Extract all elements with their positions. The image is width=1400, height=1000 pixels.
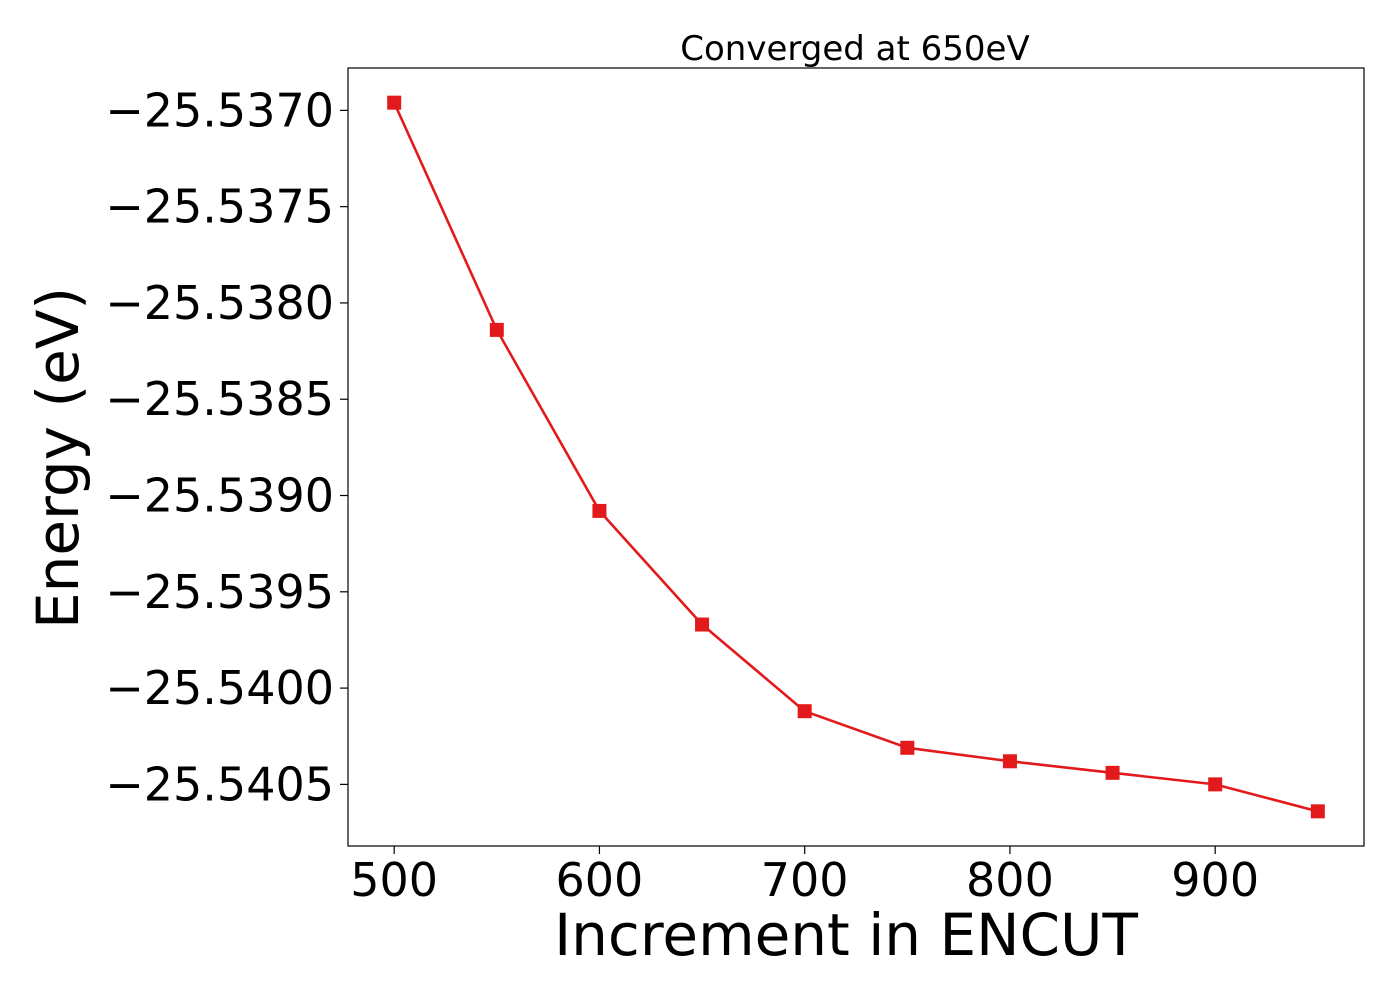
- data-point-marker: [695, 617, 710, 632]
- y-tick-label: −25.5380: [105, 276, 334, 330]
- data-point-marker: [797, 704, 812, 719]
- x-tick-label: 500: [350, 853, 438, 907]
- data-point-marker: [1310, 804, 1325, 819]
- series-layer: [387, 95, 1325, 819]
- data-point-marker: [1208, 777, 1223, 792]
- y-tick-label: −25.5375: [105, 180, 334, 234]
- data-point-marker: [1105, 765, 1120, 780]
- y-tick-label: −25.5370: [105, 83, 334, 137]
- x-tick-label: 700: [761, 853, 849, 907]
- chart-title: Converged at 650eV: [680, 29, 1029, 69]
- series-line: [392, 102, 1319, 813]
- y-tick-label: −25.5405: [105, 757, 334, 811]
- plot-frame: [347, 67, 1365, 847]
- x-tick-label: 600: [556, 853, 644, 907]
- y-axis-label: Energy (eV): [24, 287, 92, 629]
- data-point-marker: [1002, 754, 1017, 769]
- x-tick-label: 900: [1171, 853, 1259, 907]
- data-point-marker: [900, 740, 915, 755]
- y-tick-label: −25.5395: [105, 565, 334, 619]
- data-point-marker: [387, 95, 402, 110]
- y-tick-label: −25.5390: [105, 469, 334, 523]
- y-tick-label: −25.5400: [105, 661, 334, 715]
- data-point-marker: [489, 322, 504, 337]
- y-axis-ticks: −25.5370 −25.5375 −25.5380 −25.5385 −25.5390…: [105, 83, 348, 811]
- x-axis-ticks: 500 600 700 800 900: [350, 846, 1259, 907]
- x-tick-label: 800: [966, 853, 1054, 907]
- data-point-marker: [592, 503, 607, 518]
- x-axis-label: Increment in ENCUT: [554, 901, 1138, 969]
- y-tick-label: −25.5385: [105, 372, 334, 426]
